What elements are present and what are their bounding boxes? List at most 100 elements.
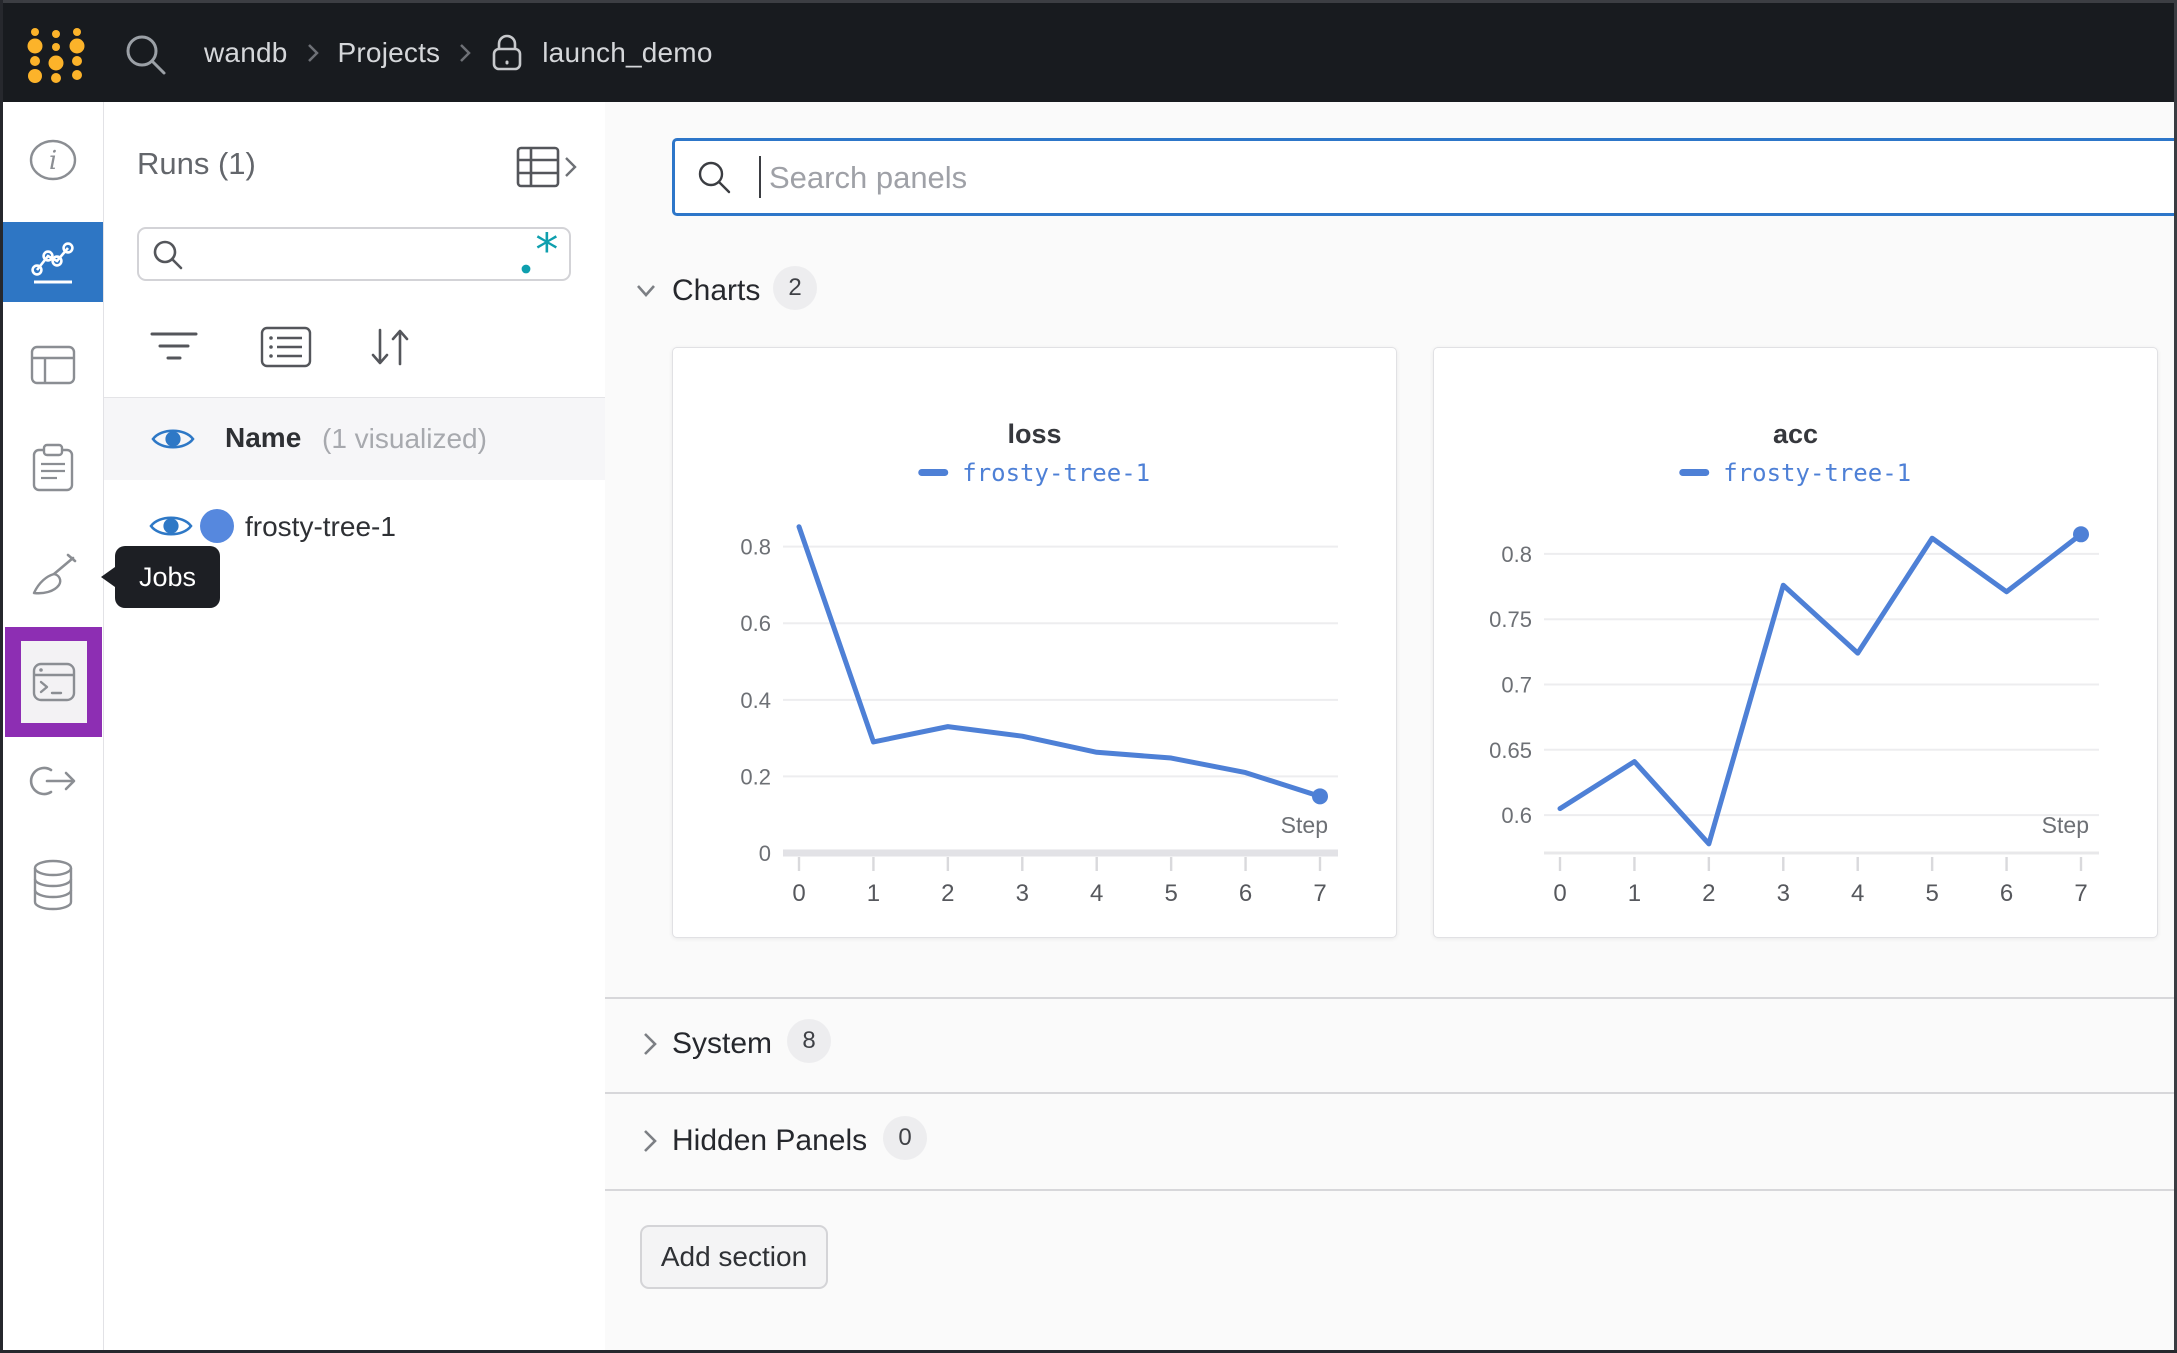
lock-icon xyxy=(490,33,524,73)
runs-panel-title: Runs (1) xyxy=(137,146,256,181)
section-count-badge: 2 xyxy=(773,266,817,310)
breadcrumb-separator-icon xyxy=(458,41,472,65)
runs-table-expand-button[interactable] xyxy=(516,146,578,188)
svg-text:2: 2 xyxy=(941,880,954,907)
line-chart-icon xyxy=(31,242,74,284)
sidebar-item-jobs[interactable] xyxy=(5,627,102,737)
section-header-hidden-panels[interactable]: Hidden Panels 0 xyxy=(605,1116,2177,1184)
info-icon: i xyxy=(29,139,77,181)
svg-text:0.2: 0.2 xyxy=(740,764,771,789)
sidebar-item-automations[interactable] xyxy=(3,741,103,821)
run-name[interactable]: frosty-tree-1 xyxy=(245,511,396,542)
runs-header-row: Name (1 visualized) xyxy=(104,398,605,481)
filter-icon[interactable] xyxy=(150,330,198,364)
breadcrumb-team[interactable]: wandb xyxy=(204,36,288,68)
section-header-charts[interactable]: Charts 2 xyxy=(605,266,2177,334)
jobs-highlight-box xyxy=(20,641,87,723)
runs-search-input[interactable] xyxy=(191,233,515,277)
svg-text:4: 4 xyxy=(1851,880,1864,907)
sort-icon[interactable] xyxy=(368,326,412,368)
svg-text:frosty-tree-1: frosty-tree-1 xyxy=(962,459,1150,487)
svg-text:1: 1 xyxy=(1628,880,1641,907)
add-section-button[interactable]: Add section xyxy=(640,1225,828,1289)
section-label: Hidden Panels xyxy=(672,1124,868,1157)
search-icon xyxy=(698,161,731,194)
svg-text:0.75: 0.75 xyxy=(1489,607,1532,632)
text-caret xyxy=(759,156,761,198)
global-search-icon[interactable] xyxy=(122,31,170,79)
chart-panel-loss[interactable]: loss frosty-tree-1 0.8 0.6 0.4 0.2 0 0 1 2 3 4 5 6 7 St… xyxy=(672,347,1397,938)
svg-text:4: 4 xyxy=(1090,880,1103,907)
svg-text:loss: loss xyxy=(1007,419,1061,449)
panel-search-input[interactable] xyxy=(767,149,2071,207)
svg-text:0: 0 xyxy=(759,841,771,866)
svg-text:5: 5 xyxy=(1164,880,1177,907)
top-nav-bar: wandb Projects launch_demo xyxy=(0,3,2177,102)
svg-text:7: 7 xyxy=(1313,880,1326,907)
search-icon xyxy=(153,240,183,270)
sidebar-item-overview[interactable]: i xyxy=(3,120,103,200)
svg-text:1: 1 xyxy=(867,880,880,907)
divider xyxy=(104,397,605,398)
svg-text:i: i xyxy=(49,146,57,176)
section-count-badge: 8 xyxy=(787,1019,831,1063)
svg-text:0.8: 0.8 xyxy=(1501,542,1532,567)
svg-text:0.6: 0.6 xyxy=(1501,803,1532,828)
svg-text:0.6: 0.6 xyxy=(740,611,771,636)
eye-visibility-icon[interactable] xyxy=(148,510,194,542)
sidebar-item-sweeps[interactable] xyxy=(3,536,103,616)
svg-text:5: 5 xyxy=(1925,880,1938,907)
sidebar-item-workspace[interactable] xyxy=(3,222,103,302)
link-out-icon xyxy=(29,766,76,796)
breadcrumb-section[interactable]: Projects xyxy=(337,36,441,68)
broom-icon xyxy=(32,553,77,595)
section-label: System xyxy=(672,1027,773,1060)
svg-text:*: * xyxy=(533,232,561,276)
jobs-tooltip-label: Jobs xyxy=(139,561,197,592)
sidebar-item-reports[interactable] xyxy=(3,428,103,508)
svg-text:0.8: 0.8 xyxy=(740,535,771,560)
database-icon xyxy=(33,859,73,911)
table-icon xyxy=(30,345,76,385)
svg-text:3: 3 xyxy=(1016,880,1029,907)
left-sidebar: i xyxy=(3,102,104,1350)
runs-panel: Runs (1) * xyxy=(104,102,606,1350)
breadcrumb: wandb Projects launch_demo xyxy=(204,3,713,102)
svg-text:0.65: 0.65 xyxy=(1489,738,1532,763)
breadcrumb-project: launch_demo xyxy=(542,36,713,68)
svg-text:0: 0 xyxy=(792,880,805,907)
sidebar-item-artifacts[interactable] xyxy=(3,845,103,925)
section-count-badge: 0 xyxy=(883,1116,927,1160)
chevron-down-icon xyxy=(637,285,655,297)
section-header-system[interactable]: System 8 xyxy=(605,1019,2177,1087)
regex-toggle-icon[interactable]: * xyxy=(517,232,561,276)
run-color-dot xyxy=(200,509,234,543)
runs-name-header: Name xyxy=(225,422,302,453)
svg-text:3: 3 xyxy=(1777,880,1790,907)
workspace-main: Charts 2 lossfrosty-tree-10.80.60.40.200… xyxy=(605,102,2177,1350)
list-settings-icon[interactable] xyxy=(260,326,312,368)
svg-text:Step: Step xyxy=(1281,812,1328,838)
svg-text:0.4: 0.4 xyxy=(740,688,771,713)
svg-text:2: 2 xyxy=(1702,880,1715,907)
window-border xyxy=(0,0,2177,3)
runs-search-box: * xyxy=(137,227,571,281)
terminal-icon xyxy=(32,662,75,702)
svg-text:7: 7 xyxy=(2074,880,2087,907)
wandb-logo[interactable] xyxy=(24,23,90,85)
sidebar-item-table[interactable] xyxy=(3,325,103,405)
chevron-right-icon xyxy=(644,1033,657,1055)
divider xyxy=(605,997,2177,999)
section-label: Charts xyxy=(672,274,761,307)
window-border xyxy=(0,1350,2177,1353)
divider xyxy=(605,1092,2177,1094)
chevron-right-icon xyxy=(644,1130,657,1152)
eye-visibility-icon[interactable] xyxy=(150,423,196,455)
panel-search-box xyxy=(672,138,2177,216)
chart-panel-acc[interactable]: acc frosty-tree-1 0.8 0.75 0.7 0.65 0.6 0 1 2 3 4 5 6… xyxy=(1433,347,2158,938)
runs-visualized-note: (1 visualized) xyxy=(322,423,487,454)
svg-text:acc: acc xyxy=(1773,419,1818,449)
svg-text:6: 6 xyxy=(1239,880,1252,907)
jobs-tooltip: Jobs xyxy=(100,546,221,608)
